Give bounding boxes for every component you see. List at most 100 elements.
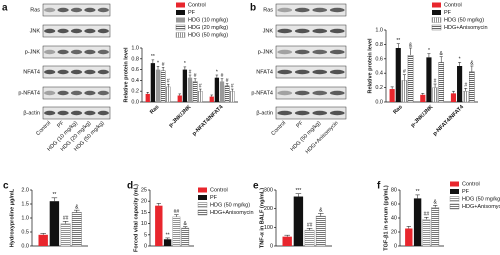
bar [155, 205, 163, 246]
bar [422, 219, 431, 247]
blot-band [57, 69, 69, 75]
blot-band [329, 7, 345, 13]
legend-swatch [432, 2, 441, 8]
bar [177, 95, 182, 102]
blot-lane-label: Control [35, 120, 52, 137]
blot-band [312, 7, 328, 13]
x-tick-label: p-NFAT4/NFAT4 [432, 104, 466, 138]
legend-label: Control [188, 2, 206, 8]
blot-band [294, 49, 310, 55]
bar [405, 228, 413, 246]
bar [192, 81, 198, 103]
bar [197, 90, 203, 103]
blot-band [294, 90, 310, 96]
y-tick-label: 60 [391, 201, 397, 207]
y-tick-label: 0 [270, 243, 273, 249]
blot-band [277, 49, 293, 55]
bar [214, 77, 220, 102]
blot-band [97, 69, 109, 75]
bar [395, 48, 401, 102]
blot-row-label: p-JNK [25, 49, 41, 55]
bar [293, 196, 304, 246]
blot-band [277, 110, 293, 116]
blot-band [312, 69, 328, 75]
bar [462, 90, 469, 103]
y-tick-label: 100 [264, 225, 273, 231]
blot-band [277, 28, 293, 34]
blot-band [70, 49, 83, 55]
blot-band [84, 90, 96, 96]
bar [224, 85, 230, 103]
significance-mark: * [428, 48, 430, 54]
blot-band [97, 49, 109, 55]
bar [282, 236, 292, 246]
y-tick-label: 2.0 [21, 187, 29, 193]
significance-mark: & [184, 221, 188, 227]
bar [71, 212, 82, 247]
blot-band [44, 28, 56, 34]
panel-label: f [377, 181, 381, 192]
legend-swatch [432, 10, 441, 15]
blot-band [329, 49, 345, 55]
blot-band [312, 49, 328, 55]
y-tick-label: 10 [141, 221, 147, 227]
y-axis-label: Relative protein level [367, 38, 373, 93]
significance-mark: # [403, 69, 406, 75]
y-tick-label: 0.6 [375, 56, 383, 62]
y-tick-label: 1.0 [131, 45, 139, 51]
significance-mark: ** [396, 38, 400, 44]
bar [457, 66, 463, 102]
y-axis-label: TGF-β1 in serum (pg/mL) [383, 185, 389, 251]
legend-label: HDG (50 mg/kg) [462, 196, 500, 202]
panel-label: d [127, 181, 133, 192]
significance-mark: & [319, 208, 323, 214]
significance-mark: & [75, 204, 79, 210]
legend-swatch [449, 203, 460, 210]
blot-band [44, 69, 56, 75]
bar [165, 86, 171, 103]
panel-label: a [2, 3, 8, 14]
significance-mark: * [184, 61, 186, 67]
bar [150, 63, 156, 102]
bar [401, 80, 408, 103]
blot-band [294, 69, 310, 75]
panel-label: b [250, 3, 256, 14]
legend-swatch [197, 209, 208, 216]
legend-label: PF [444, 10, 452, 16]
blot-lane-label: PF [295, 120, 305, 130]
legend-swatch [176, 10, 185, 15]
blot-band [277, 69, 293, 75]
legend-swatch [450, 189, 459, 194]
legend-swatch [431, 17, 442, 23]
y-tick-label: 300 [264, 187, 273, 193]
blot-band [44, 49, 56, 55]
y-tick-label: 0.0 [21, 243, 29, 249]
y-tick-label: 0 [394, 243, 397, 249]
blot-row-label: p-JNK [258, 49, 274, 55]
blot-band [329, 110, 345, 116]
legend-swatch [198, 187, 207, 193]
blot-band [57, 28, 69, 34]
blot-band [312, 28, 328, 34]
bar [219, 81, 225, 102]
y-tick-label: 0.2 [131, 89, 139, 95]
bar [389, 89, 395, 102]
bar [187, 77, 193, 102]
blot-band [57, 110, 69, 116]
bar [438, 62, 444, 103]
bar [145, 93, 150, 102]
blot-strip [275, 65, 347, 79]
blot-band [84, 7, 96, 13]
blot-band [277, 90, 293, 96]
blot-row-label: p-NFAT4 [18, 90, 40, 96]
blot-band [57, 49, 69, 55]
significance-mark: ## [307, 223, 313, 229]
blot-row-label: NFAT4 [23, 69, 40, 75]
y-axis-label: Forced vital capacity (mL) [133, 184, 139, 252]
bar [163, 239, 172, 246]
y-tick-label: 0.8 [131, 56, 139, 62]
significance-mark: & [440, 51, 444, 57]
blot-band [329, 69, 345, 75]
bar [60, 223, 71, 247]
legend-label: HDG (50 mg/kg) [444, 17, 484, 23]
